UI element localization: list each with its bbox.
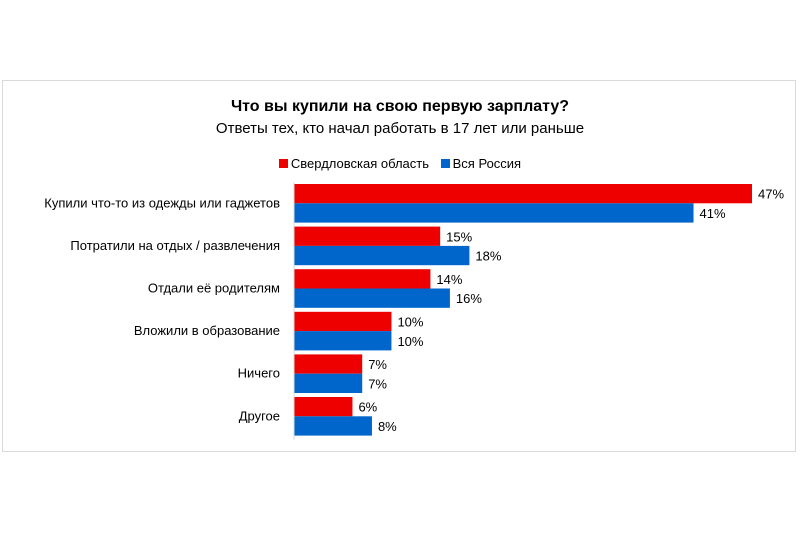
value-label: 10%	[397, 334, 423, 349]
value-label: 47%	[758, 187, 784, 202]
legend-item-russia: Вся Россия	[440, 156, 522, 171]
value-label: 16%	[456, 291, 482, 306]
category-label: Купили что-то из одежды или гаджетов	[44, 195, 280, 210]
chart-subtitle: Ответы тех, кто начал работать в 17 лет …	[215, 120, 585, 137]
bar-sverdlovsk	[294, 311, 392, 332]
bar-russia	[294, 245, 470, 266]
bar-russia	[294, 288, 450, 308]
category-label: Отдали её родителям	[148, 281, 280, 296]
bar-sverdlovsk	[294, 184, 752, 204]
legend-swatch-blue	[440, 159, 450, 168]
value-label: 18%	[475, 249, 501, 264]
legend-item-sverdlovsk: Свердловская область	[278, 156, 430, 171]
bar-sverdlovsk	[294, 226, 441, 246]
legend-label: Вся Россия	[452, 156, 522, 171]
category-label: Потратили на отдых / развлечения	[70, 238, 280, 253]
bar-russia	[294, 331, 392, 351]
legend-swatch-red	[278, 159, 288, 168]
value-label: 7%	[368, 357, 387, 372]
chart-title: Что вы купили на свою первую зарплату?	[230, 98, 570, 115]
category-label: Вложили в образование	[134, 323, 280, 338]
chart-frame	[2, 80, 796, 452]
bar-russia	[294, 203, 694, 223]
bar-russia	[294, 373, 363, 393]
value-label: 14%	[436, 272, 462, 287]
value-label: 10%	[397, 314, 423, 329]
legend: Свердловская область Вся Россия	[0, 156, 800, 171]
bar-sverdlovsk	[294, 397, 353, 417]
bar-sverdlovsk	[294, 269, 431, 289]
legend-label: Свердловская область	[290, 156, 430, 171]
bar-russia	[294, 416, 372, 436]
value-label: 7%	[368, 376, 387, 391]
value-label: 8%	[378, 419, 397, 434]
bar-sverdlovsk	[294, 354, 363, 374]
category-label: Другое	[239, 408, 280, 423]
value-label: 6%	[358, 400, 377, 415]
value-label: 41%	[700, 206, 726, 221]
value-label: 15%	[446, 229, 472, 244]
category-label: Ничего	[238, 366, 280, 381]
